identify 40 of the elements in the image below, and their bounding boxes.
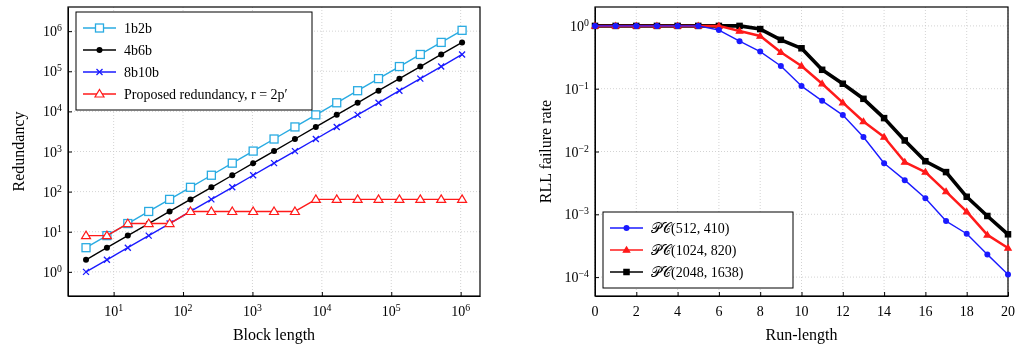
y-tick-label: 10$^{2}$ <box>43 182 63 200</box>
x-tick-label: 4 <box>674 304 682 319</box>
x-tick-label: 10$^{4}$ <box>312 301 332 319</box>
x-tick-label: 10$^{1}$ <box>104 301 124 319</box>
x-tick-label: 10$^{3}$ <box>242 301 262 319</box>
legend-label: 𝒫𝒞(1024, 820) <box>651 243 737 259</box>
x-tick-label: 8 <box>756 304 764 319</box>
legend-label: 𝒫𝒞(2048, 1638) <box>651 265 744 281</box>
y-tick-label: 10$^{−2}$ <box>564 142 590 160</box>
x-tick-label: 18 <box>959 304 974 319</box>
x-tick-label: 0 <box>591 304 599 319</box>
y-tick-label: 10$^{4}$ <box>43 101 63 120</box>
legend-label: 𝒫𝒞(512, 410) <box>651 221 730 237</box>
x-tick-label: 2 <box>632 304 640 319</box>
y-axis-title: RLL failure rate <box>537 99 554 204</box>
x-tick-label: 10 <box>794 304 809 319</box>
y-tick-label: 10$^{0}$ <box>570 16 590 34</box>
x-tick-label: 12 <box>835 304 850 319</box>
x-tick-label: 16 <box>918 304 933 319</box>
y-axis-title: Redundancy <box>10 111 28 192</box>
x-axis-title: Block length <box>232 326 316 344</box>
legend-label: 1b2b <box>124 21 152 36</box>
x-tick-label: 10$^{2}$ <box>173 301 193 319</box>
x-tick-label: 20 <box>1001 304 1015 319</box>
legend-label: 4b6b <box>124 43 152 58</box>
x-tick-label: 6 <box>715 304 723 319</box>
legend-label: 8b10b <box>124 65 159 80</box>
y-tick-label: 10$^{−3}$ <box>564 204 590 223</box>
y-tick-label: 10$^{3}$ <box>43 142 63 160</box>
y-tick-label: 10$^{−4}$ <box>564 267 590 286</box>
x-axis-title: Run-length <box>765 326 838 344</box>
y-tick-label: 10$^{6}$ <box>43 21 63 40</box>
x-tick-label: 10$^{6}$ <box>451 301 471 319</box>
x-tick-label: 14 <box>877 304 892 319</box>
y-tick-label: 10$^{1}$ <box>43 222 63 240</box>
y-tick-label: 10$^{5}$ <box>43 61 63 80</box>
y-tick-label: 10$^{0}$ <box>43 262 63 280</box>
x-tick-label: 10$^{5}$ <box>381 301 401 319</box>
y-tick-label: 10$^{−1}$ <box>564 79 590 97</box>
legend-label: Proposed redundancy, r = 2p′ <box>124 87 288 102</box>
